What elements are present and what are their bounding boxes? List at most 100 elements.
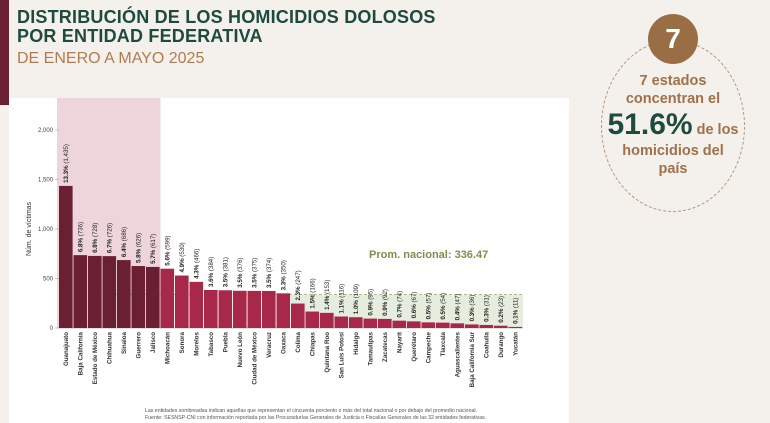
x-tick-label: Querétaro xyxy=(411,332,418,362)
bar-zacatecas xyxy=(378,318,392,328)
bar-morelos xyxy=(189,281,204,328)
x-tick-label: Sonora xyxy=(179,331,186,353)
bar-pct-label: 5.8% xyxy=(135,248,142,263)
bar-san-luis-potos- xyxy=(334,316,349,328)
x-tick-label: Puebla xyxy=(222,331,229,352)
bar-aguascalientes xyxy=(450,323,465,328)
y-tick-label: 500 xyxy=(43,277,54,283)
bar-count-label: (116) xyxy=(338,284,345,300)
bar-value-label: 3.5% (374) xyxy=(266,258,273,288)
bar-value-label: 3.5% (375) xyxy=(251,258,258,288)
bar-count-label: (153) xyxy=(324,280,331,296)
bar-quer-taro xyxy=(407,321,421,328)
bar-pct-label: 6.7% xyxy=(106,239,113,254)
bar-count-label: (109) xyxy=(353,284,360,300)
bar-jalisco xyxy=(146,266,160,328)
bar-value-label: 0.7% (74) xyxy=(396,291,403,318)
bar-count-label: (381) xyxy=(222,257,229,273)
bar-value-label: 5.6% (599) xyxy=(164,235,171,265)
bar-guanajuato xyxy=(59,185,73,328)
x-tick-label: Hidalgo xyxy=(353,332,360,355)
bar-pct-label: 0.1% xyxy=(512,309,519,324)
bar-pct-label: 0.4% xyxy=(454,306,461,321)
bar-count-label: (384) xyxy=(208,257,215,273)
x-tick-label: San Luis Potosí xyxy=(338,332,345,379)
x-tick-label: Baja California xyxy=(77,331,84,375)
x-tick-label: Michoacán xyxy=(164,332,171,364)
bar-value-label: 0.6% (67) xyxy=(411,292,418,319)
footnote-line-2: Fuente: SESNSP-CNI con información repor… xyxy=(145,414,487,421)
x-tick-label: Tlaxcala xyxy=(440,331,447,356)
bar-count-label: (736) xyxy=(77,222,84,238)
callout-line-1: 7 estados xyxy=(639,73,707,89)
bar-value-label: 5.7% (617) xyxy=(150,234,157,264)
bar-count-label: (726) xyxy=(106,223,113,239)
count-badge: 7 xyxy=(648,14,698,64)
bar-count-label: (74) xyxy=(396,291,403,304)
bar-value-label: 13.3% (1,435) xyxy=(63,144,70,183)
callout-line-2: concentran el xyxy=(625,91,721,107)
x-tick-label: Jalisco xyxy=(150,332,157,353)
bar-count-label: (530) xyxy=(179,242,186,258)
bar-value-label: 1.0% (109) xyxy=(353,284,360,314)
bar-value-label: 5.8% (626) xyxy=(135,233,142,263)
bar-pct-label: 0.5% xyxy=(440,305,447,320)
bar-coahuila xyxy=(479,324,494,328)
page-subtitle: DE ENERO A MAYO 2025 xyxy=(17,50,205,67)
bar-nuevo-le-n xyxy=(233,290,247,328)
bar-pct-label: 1.0% xyxy=(353,300,360,315)
bar-count-label: (466) xyxy=(193,249,200,265)
y-tick-label: 0 xyxy=(50,326,54,332)
x-tick-label: Colima xyxy=(295,331,302,352)
bar-count-label: (11) xyxy=(512,298,519,310)
bar-pct-label: 1.1% xyxy=(338,299,345,314)
bar-pct-label: 5.7% xyxy=(150,249,157,264)
bar-pct-label: 3.5% xyxy=(266,273,273,288)
bar-value-label: 0.5% (54) xyxy=(440,293,447,320)
bar-pct-label: 0.9% xyxy=(367,301,374,316)
bar-count-label: (23) xyxy=(498,296,505,309)
bar-colima xyxy=(291,303,305,328)
bar-tlaxcala xyxy=(436,322,450,328)
bar-baja-california-sur xyxy=(465,324,479,328)
left-accent-strip xyxy=(0,0,9,105)
bar-pct-label: 5.6% xyxy=(164,251,171,266)
bar-pct-label: 3.5% xyxy=(251,273,258,288)
bar-value-label: 4.3% (466) xyxy=(193,249,200,279)
bar-pct-label: 1.4% xyxy=(324,295,331,310)
bar-count-label: (247) xyxy=(295,270,302,286)
callout-line-4: homicidios del xyxy=(622,143,724,159)
bar-count-label: (374) xyxy=(266,258,273,274)
bar-estado-de-m-xico xyxy=(88,255,102,328)
bar-count-label: (92) xyxy=(382,289,389,302)
bar-guerrero xyxy=(131,266,146,328)
bar-sonora xyxy=(175,275,189,328)
bar-value-label: 4.9% (530) xyxy=(179,242,186,272)
bar-pct-label: 0.7% xyxy=(396,303,403,318)
bar-pct-label: 0.2% xyxy=(498,308,505,323)
bar-value-label: 0.9% (95) xyxy=(367,289,374,316)
bar-count-label: (95) xyxy=(367,289,374,302)
bar-value-label: 6.7% (726) xyxy=(106,223,113,253)
x-tick-label: Veracruz xyxy=(266,332,273,358)
bar-pct-label: 0.3% xyxy=(469,307,476,322)
bar-value-label: 1.5% (166) xyxy=(309,278,316,308)
bar-chart: 0 500 1,000 1,500 2,000 Núm. de víctimas Prom.… xyxy=(26,98,523,387)
bar-pct-label: 1.5% xyxy=(309,294,316,309)
bar-count-label: (376) xyxy=(237,257,244,273)
x-tick-label: Nayarit xyxy=(396,332,403,353)
x-tick-label: Estado de México xyxy=(92,332,99,384)
bar-quintana-roo xyxy=(320,312,334,328)
bar-oaxaca xyxy=(276,293,291,328)
callout-line-3: de los xyxy=(696,122,739,138)
bar-pct-label: 3.5% xyxy=(237,273,244,288)
footnote: Las entidades sombreadas indican aquella… xyxy=(145,408,565,421)
bar-value-label: 6.8% (728) xyxy=(92,223,99,253)
bar-pct-label: 3.3% xyxy=(280,276,287,291)
bar-count-label: (599) xyxy=(164,235,171,251)
bar-pct-label: 4.3% xyxy=(193,264,200,279)
bar-value-label: 3.6% (384) xyxy=(208,257,215,287)
average-label: Prom. nacional: 336.47 xyxy=(369,249,488,261)
x-tick-label: Aguascalientes xyxy=(454,331,461,377)
bar-campeche xyxy=(421,322,436,328)
